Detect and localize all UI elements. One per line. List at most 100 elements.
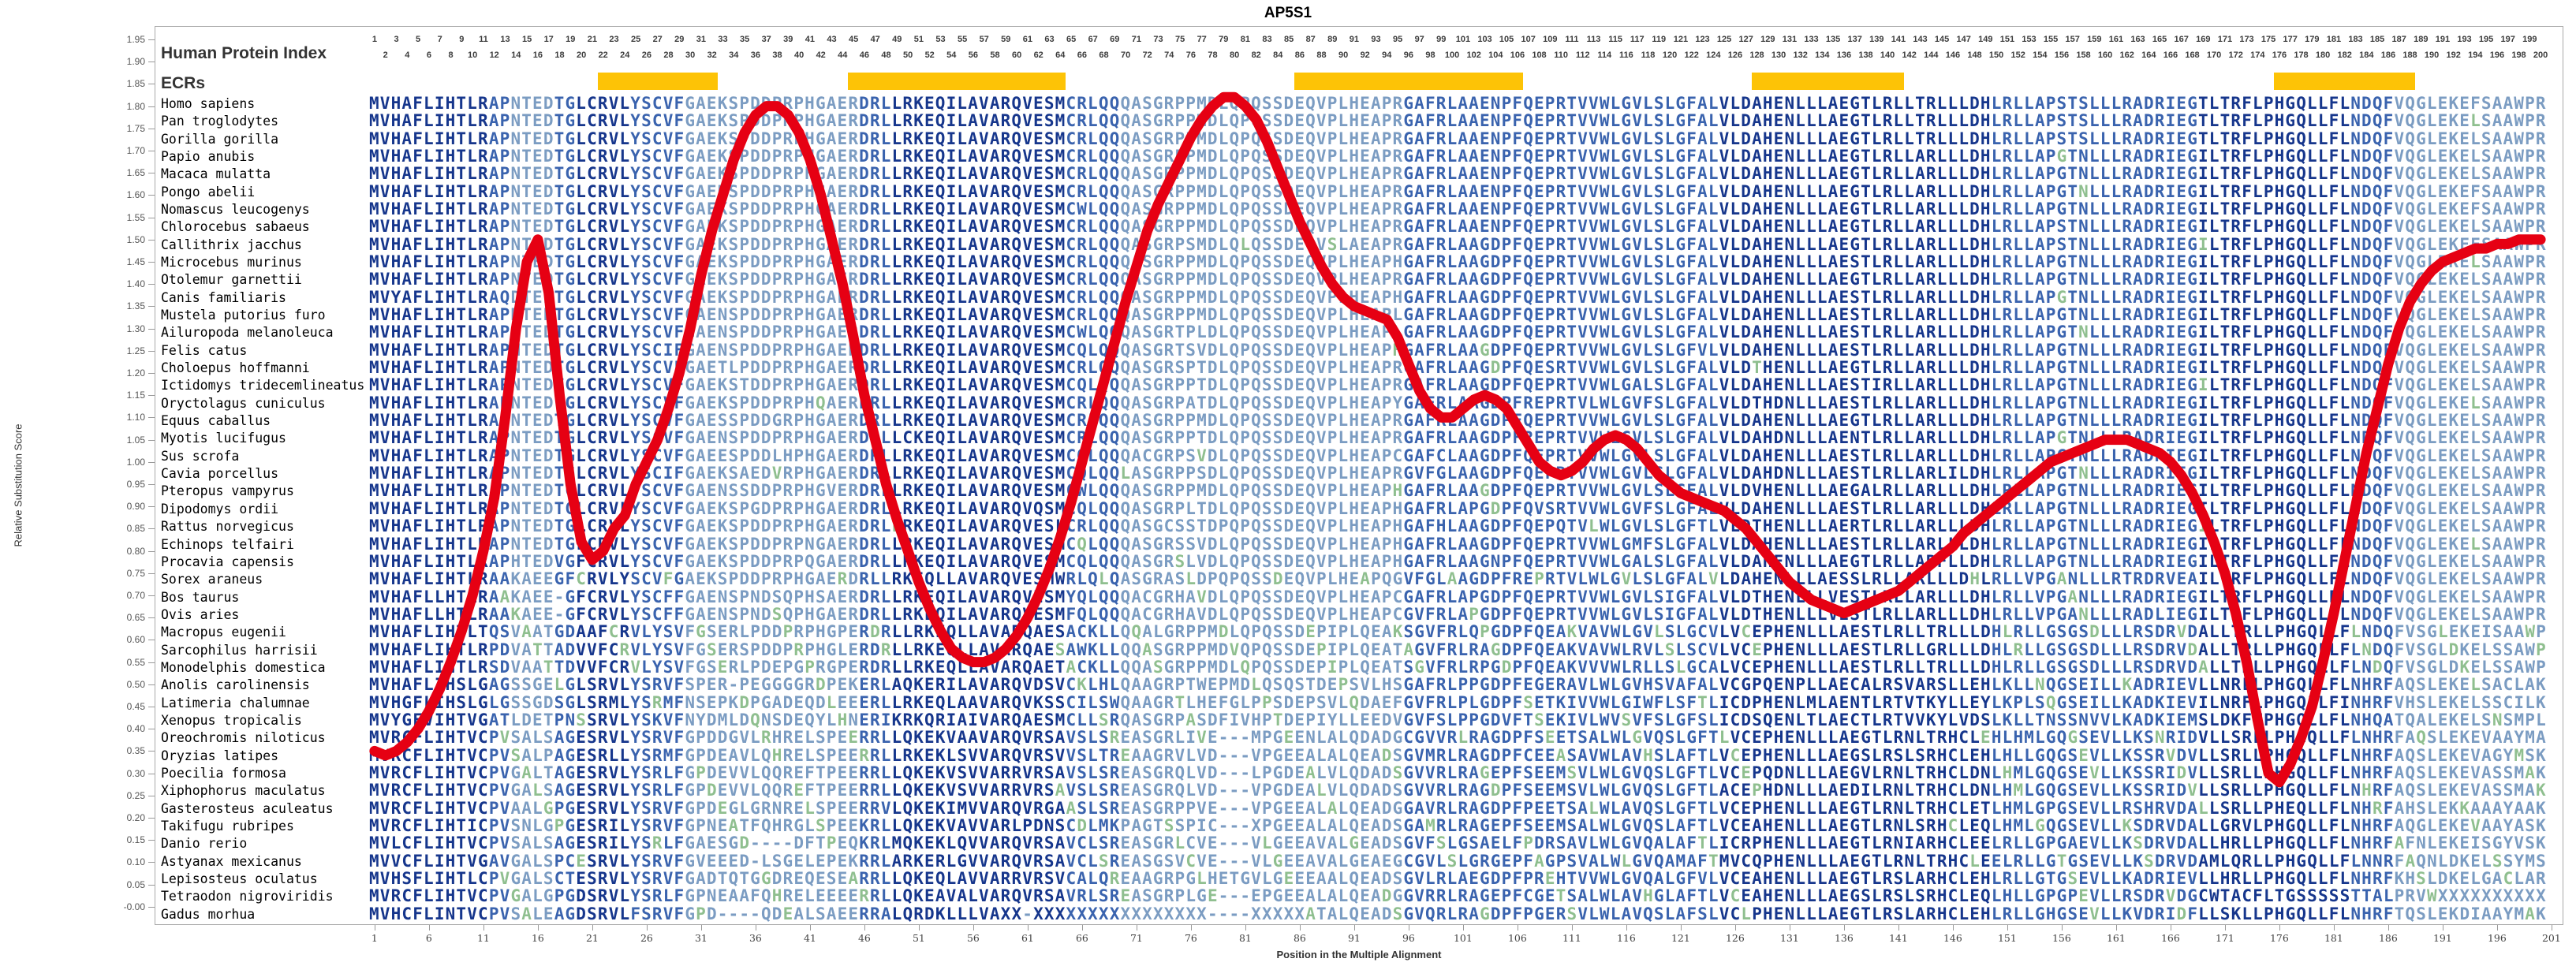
index-number: 188 [2402, 50, 2417, 60]
y-tick-label: 1.95 [126, 34, 145, 45]
x-tick-label: 151 [1997, 932, 2017, 944]
y-tick-label: 0.65 [126, 612, 145, 624]
sequence-row: MVVCFLIHTVGAVGALSPCESRVLYSRVFGVEEED-LSGE… [369, 851, 2547, 871]
x-tick-label: 171 [2215, 932, 2234, 944]
index-number: 120 [1662, 50, 1678, 60]
index-number: 131 [1782, 35, 1798, 44]
sequence-row: MVHAFLIHTLRAPNTEDTGLCRVLYSCVFGAEKSPDDPRP… [369, 94, 2547, 113]
y-tick-label: 1.30 [126, 323, 145, 334]
y-tick-mark [148, 239, 155, 241]
y-tick-label: 1.00 [126, 456, 145, 468]
index-number: 160 [2097, 50, 2113, 60]
index-number: 156 [2054, 50, 2070, 60]
species-label: Choloepus hoffmanni [161, 360, 310, 376]
index-number: 159 [2087, 35, 2102, 44]
index-number: 93 [1371, 35, 1381, 44]
x-tick-mark [1462, 925, 1464, 931]
species-label: Nomascus leucogenys [161, 202, 310, 218]
index-number: 59 [1001, 35, 1011, 44]
x-tick-label: 66 [1075, 932, 1088, 944]
index-number: 149 [1978, 35, 1993, 44]
species-label: Otolemur garnettii [161, 272, 302, 288]
species-label: Pteropus vampyrus [161, 483, 294, 499]
species-label: Chlorocebus sabaeus [161, 219, 310, 235]
index-number: 140 [1880, 50, 1895, 60]
index-number: 13 [500, 35, 510, 44]
index-number: 81 [1240, 35, 1251, 44]
index-number: 123 [1695, 35, 1710, 44]
index-number: 90 [1338, 50, 1349, 60]
x-axis-title: Position in the Multiple Alignment [1276, 949, 1442, 960]
index-number: 28 [663, 50, 674, 60]
index-number: 177 [2283, 35, 2298, 44]
index-number: 43 [827, 35, 837, 44]
index-number: 101 [1455, 35, 1471, 44]
index-number: 195 [2478, 35, 2494, 44]
x-tick-label: 96 [1402, 932, 1415, 944]
sequence-row: MVHAFLIHTLRAPNTEDTGLCRVLYSCVFGAENSPDDPRP… [369, 323, 2547, 342]
species-label: Papio anubis [161, 149, 256, 165]
index-number: 18 [554, 50, 565, 60]
y-axis-title: Relative Substitution Score [12, 423, 24, 547]
y-tick-label: 1.55 [126, 211, 145, 223]
sequence-row: MVHAFLLHTLRAAKAEE-GFCRVLYSCFFGAENSPNDSQP… [369, 587, 2547, 606]
index-number: 36 [750, 50, 761, 60]
sequence-row: MVHAFLIHTLRAPNTEDTGLCRVLYSCVFGAEKSPDDPRP… [369, 234, 2547, 254]
index-number: 4 [405, 50, 410, 60]
y-tick-mark [148, 573, 155, 574]
index-number: 27 [652, 35, 663, 44]
x-tick-mark [483, 925, 484, 931]
index-number: 66 [1077, 50, 1088, 60]
index-number: 186 [2380, 50, 2396, 60]
species-label: Mustela putorius furo [161, 308, 326, 323]
index-number: 3 [394, 35, 399, 44]
index-number: 164 [2141, 50, 2156, 60]
x-tick-label: 126 [1725, 932, 1745, 944]
index-number: 5 [416, 35, 421, 44]
x-tick-mark [2115, 925, 2117, 931]
index-number: 183 [2348, 35, 2363, 44]
index-number: 174 [2250, 50, 2265, 60]
x-tick-mark [2333, 925, 2335, 931]
species-label: Pongo abelii [161, 184, 256, 200]
index-number: 91 [1349, 35, 1360, 44]
index-number: 80 [1229, 50, 1240, 60]
x-tick-mark [1081, 925, 1083, 931]
x-tick-label: 196 [2487, 932, 2507, 944]
index-number: 114 [1597, 50, 1612, 60]
sequence-row: MVHAFLIHTLRAPNTEDTGLCRVLYSCVFGAEKSPDDPRP… [369, 217, 2547, 237]
index-number: 145 [1934, 35, 1950, 44]
x-tick-mark [2279, 925, 2280, 931]
sequence-row: MVHAFLIHTLRAPNTEDTGLCRVLYSCVFGAEKSPDDPRP… [369, 111, 2547, 131]
sequence-row: MVHAFLIHTLRAPNTEDTGLCRVLYSCVFGAEKSPDDPRP… [369, 270, 2547, 289]
sequence-row: MVHAFLIHTLRAPNTEDTGLCRVLYSCVFGAEESPDDLHP… [369, 446, 2547, 465]
species-label: Felis catus [161, 342, 248, 358]
x-tick-mark [2061, 925, 2063, 931]
x-tick-mark [918, 925, 920, 931]
index-number: 151 [1999, 35, 2015, 44]
index-number: 30 [685, 50, 696, 60]
species-label: Xenopus tropicalis [161, 712, 302, 728]
index-number: 109 [1543, 35, 1558, 44]
x-tick-label: 81 [1238, 932, 1252, 944]
x-tick-mark [1680, 925, 1682, 931]
x-tick-label: 141 [1888, 932, 1908, 944]
sequence-row: MVHAFLIHTLRSDVAATTDVVFCRVLYSVFGSERLPDEPG… [369, 657, 2547, 677]
index-number: 34 [729, 50, 739, 60]
species-label: Astyanax mexicanus [161, 853, 302, 869]
x-tick-mark [537, 925, 539, 931]
index-number: 63 [1044, 35, 1055, 44]
x-tick-label: 51 [912, 932, 925, 944]
sequence-row: MVHSFLIHTLCPVGALSCTESRVLYSRVFGADTQTGGDRE… [369, 868, 2547, 888]
index-number: 61 [1022, 35, 1033, 44]
index-number: 45 [848, 35, 859, 44]
species-label: Sorex araneus [161, 572, 263, 587]
y-tick-label: 0.35 [126, 745, 145, 757]
species-label: Echinops telfairi [161, 536, 294, 552]
index-number: 11 [479, 35, 488, 44]
index-number: 48 [881, 50, 891, 60]
index-number: 110 [1554, 50, 1568, 60]
sequence-row: MVHAFLIHTLRAPNTEDTGLCRVLYSCVFGAENSPDDPRP… [369, 428, 2547, 448]
index-number: 192 [2446, 50, 2461, 60]
sequence-row: MVYGFVIHTVGATLDETPNSSRVLYSKVFNYDMLDQNSDE… [369, 710, 2547, 729]
